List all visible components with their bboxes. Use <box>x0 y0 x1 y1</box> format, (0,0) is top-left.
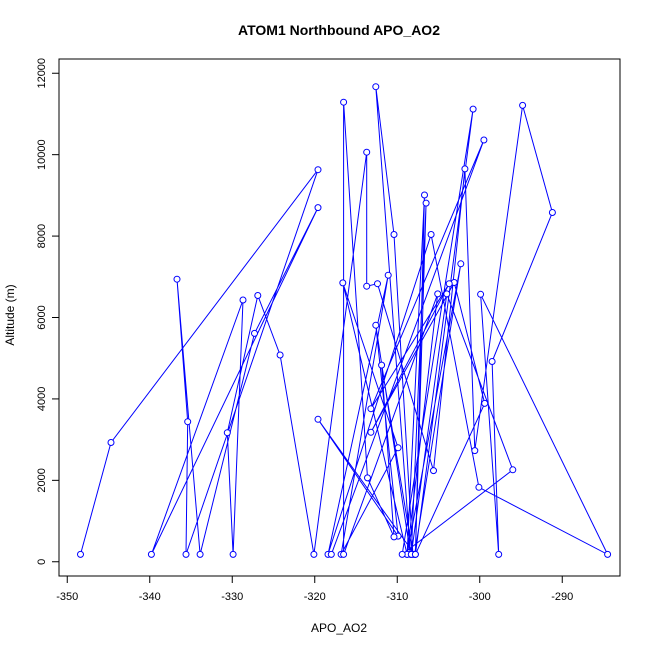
x-tick-label: -340 <box>139 591 161 603</box>
data-point <box>196 550 204 558</box>
plot-frame <box>58 58 621 577</box>
data-point <box>251 329 258 337</box>
data-point <box>469 105 477 113</box>
data-point <box>477 290 485 298</box>
data-point <box>364 474 371 482</box>
x-tick-label: -330 <box>221 591 243 603</box>
data-point <box>422 199 430 207</box>
x-tick-label: -310 <box>386 591 408 603</box>
data-point <box>363 282 371 290</box>
data-point <box>173 275 181 283</box>
data-point <box>314 204 322 212</box>
data-point <box>327 550 335 558</box>
x-tick-label: -290 <box>551 591 573 603</box>
data-point <box>390 231 398 238</box>
y-tick-label: 0 <box>36 559 48 565</box>
x-axis-label: APO_AO2 <box>311 621 367 635</box>
data-point <box>239 296 247 304</box>
data-point <box>411 550 419 558</box>
data-point <box>421 191 428 199</box>
data-point <box>548 209 556 216</box>
data-point <box>184 418 192 426</box>
data-point <box>480 136 488 144</box>
series-line <box>80 86 609 556</box>
data-point <box>461 165 469 173</box>
data-point <box>488 358 496 365</box>
data-point <box>340 550 348 558</box>
series-layer <box>77 83 612 558</box>
data-point <box>340 98 348 106</box>
data-point <box>471 447 479 455</box>
data-point <box>481 399 489 407</box>
data-point <box>254 292 262 299</box>
data-point <box>430 467 437 475</box>
data-point <box>378 361 386 369</box>
data-point <box>372 321 380 329</box>
data-point <box>147 550 155 558</box>
y-tick-label: 6000 <box>36 305 48 329</box>
y-tick-label: 12000 <box>36 58 48 89</box>
data-point <box>374 280 381 288</box>
data-point <box>107 439 115 446</box>
data-point <box>443 290 451 298</box>
data-point <box>314 415 322 423</box>
data-point <box>398 550 406 558</box>
data-point <box>427 231 435 238</box>
data-point <box>604 550 612 558</box>
data-point <box>339 279 347 287</box>
y-tick-label: 10000 <box>36 139 48 170</box>
x-axis: -350 -340 -330 -320 -310 -300 -290 <box>56 575 573 603</box>
y-tick-label: 2000 <box>36 468 48 492</box>
data-point <box>314 166 322 174</box>
x-tick-label: -350 <box>56 591 78 603</box>
data-point <box>457 260 465 268</box>
data-point <box>445 280 453 288</box>
series-group <box>77 83 612 558</box>
data-point <box>390 533 398 541</box>
data-point <box>394 444 402 452</box>
data-point <box>363 148 371 156</box>
x-tick-label: -300 <box>469 591 491 603</box>
data-point <box>77 550 84 558</box>
data-point <box>229 550 237 558</box>
data-point <box>519 101 527 109</box>
data-point <box>384 271 392 279</box>
data-point <box>276 351 284 359</box>
data-point <box>372 83 380 91</box>
chart-title: ATOM1 Northbound APO_AO2 <box>238 22 440 38</box>
data-point <box>367 405 375 413</box>
data-point <box>509 466 517 474</box>
data-point <box>182 550 190 558</box>
data-point <box>367 428 375 436</box>
data-point <box>475 483 483 491</box>
x-tick-label: -320 <box>304 591 326 603</box>
y-tick-label: 4000 <box>36 387 48 411</box>
y-tick-label: 8000 <box>36 224 48 248</box>
data-point <box>223 429 231 437</box>
y-axis-label: Altitude (m) <box>3 284 17 345</box>
data-point <box>310 550 318 558</box>
data-point <box>434 290 442 298</box>
data-point <box>495 550 503 558</box>
